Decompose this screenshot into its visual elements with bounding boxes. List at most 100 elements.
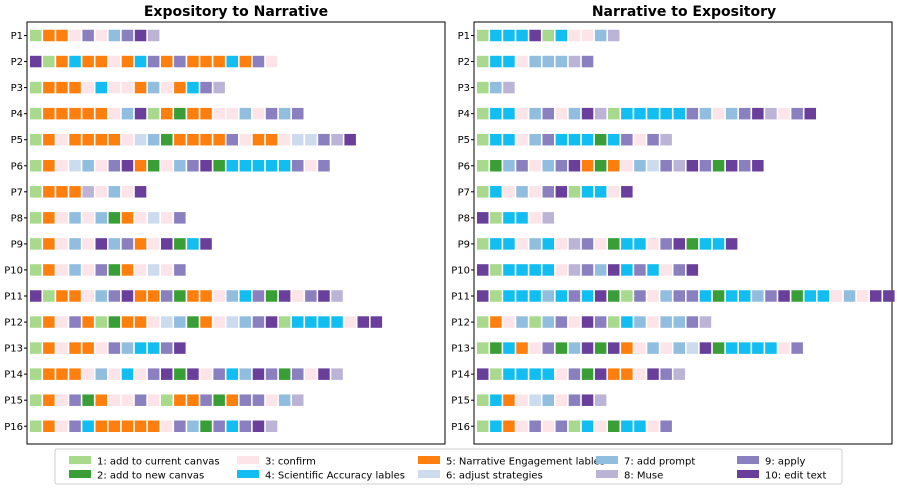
action-square [477, 290, 489, 302]
action-square [686, 238, 699, 250]
action-square [252, 290, 265, 302]
action-square [477, 81, 489, 94]
action-square [608, 342, 620, 354]
action-square [56, 212, 68, 224]
action-square [555, 342, 568, 354]
action-square [239, 316, 252, 328]
action-square [147, 342, 160, 354]
action-square [725, 107, 738, 120]
action-square [660, 368, 672, 380]
action-square [555, 107, 568, 120]
action-square [503, 81, 515, 94]
action-square [121, 420, 134, 432]
action-square [174, 368, 186, 380]
y-tick-label: P9 [11, 239, 23, 250]
action-square [568, 55, 581, 68]
action-square [213, 81, 225, 94]
action-square [477, 420, 489, 432]
action-square [226, 316, 238, 328]
panel-title: Narrative to Expository [592, 4, 776, 20]
action-square [200, 420, 212, 432]
action-square [883, 290, 895, 302]
action-square [516, 133, 528, 146]
action-square [265, 107, 278, 120]
action-square [252, 160, 265, 172]
action-square [265, 160, 278, 172]
action-square [752, 107, 764, 120]
action-square [95, 107, 107, 120]
action-square [477, 238, 489, 250]
action-square [581, 107, 594, 120]
action-square [108, 212, 121, 224]
action-square [516, 420, 528, 432]
action-square [752, 342, 764, 354]
action-square [213, 290, 225, 302]
action-square [608, 420, 620, 432]
action-square [568, 238, 581, 250]
action-square [30, 420, 42, 432]
action-square [134, 160, 147, 172]
action-square [490, 212, 502, 224]
action-square [30, 290, 42, 302]
action-square [686, 290, 699, 302]
legend-label: 5: Narrative Engagement lables [446, 457, 605, 468]
action-square [187, 107, 199, 120]
action-square [529, 29, 541, 42]
action-square [174, 342, 186, 354]
action-square [200, 133, 212, 146]
action-square [82, 81, 94, 94]
action-square [673, 290, 685, 302]
action-square [542, 29, 554, 42]
action-square [594, 368, 607, 380]
action-square [305, 160, 317, 172]
action-square [555, 160, 568, 172]
action-square [95, 420, 107, 432]
action-square [870, 290, 882, 302]
action-square [490, 342, 502, 354]
action-square [200, 81, 212, 94]
action-square [555, 420, 568, 432]
action-square [318, 316, 330, 328]
action-square [200, 55, 212, 68]
action-square [581, 368, 594, 380]
action-square [634, 368, 646, 380]
action-square [647, 238, 659, 250]
y-tick-label: P14 [4, 370, 23, 381]
action-square [69, 316, 81, 328]
action-square [226, 368, 238, 380]
action-square [778, 290, 790, 302]
action-square [542, 342, 554, 354]
action-square [82, 107, 94, 120]
bar-rows: P1 P2 P3 P4 P5 P6 P7 P8 P9 P10 P11 P12 P13 P14 P15 P16 [451, 29, 895, 433]
action-square [503, 264, 515, 276]
action-square [95, 29, 107, 42]
action-square [213, 394, 225, 406]
action-square [490, 133, 502, 146]
action-square [108, 29, 121, 42]
action-square [30, 342, 42, 354]
action-square [121, 55, 134, 68]
action-square [647, 368, 659, 380]
action-square [161, 160, 173, 172]
action-square [134, 420, 147, 432]
action-square [95, 238, 107, 250]
action-square [673, 107, 685, 120]
action-square [318, 160, 330, 172]
action-square [331, 368, 343, 380]
action-square [56, 342, 68, 354]
action-square [712, 238, 725, 250]
action-square [516, 238, 528, 250]
legend-label: 2: add to new canvas [97, 471, 204, 482]
action-square [542, 368, 554, 380]
action-square [187, 394, 199, 406]
action-square [108, 290, 121, 302]
action-square [82, 29, 94, 42]
action-square [213, 55, 225, 68]
action-square [69, 212, 81, 224]
action-square [660, 290, 672, 302]
action-square [686, 160, 699, 172]
action-square [265, 394, 278, 406]
action-square [30, 29, 42, 42]
action-square [69, 394, 81, 406]
y-tick-label: P9 [458, 239, 470, 250]
